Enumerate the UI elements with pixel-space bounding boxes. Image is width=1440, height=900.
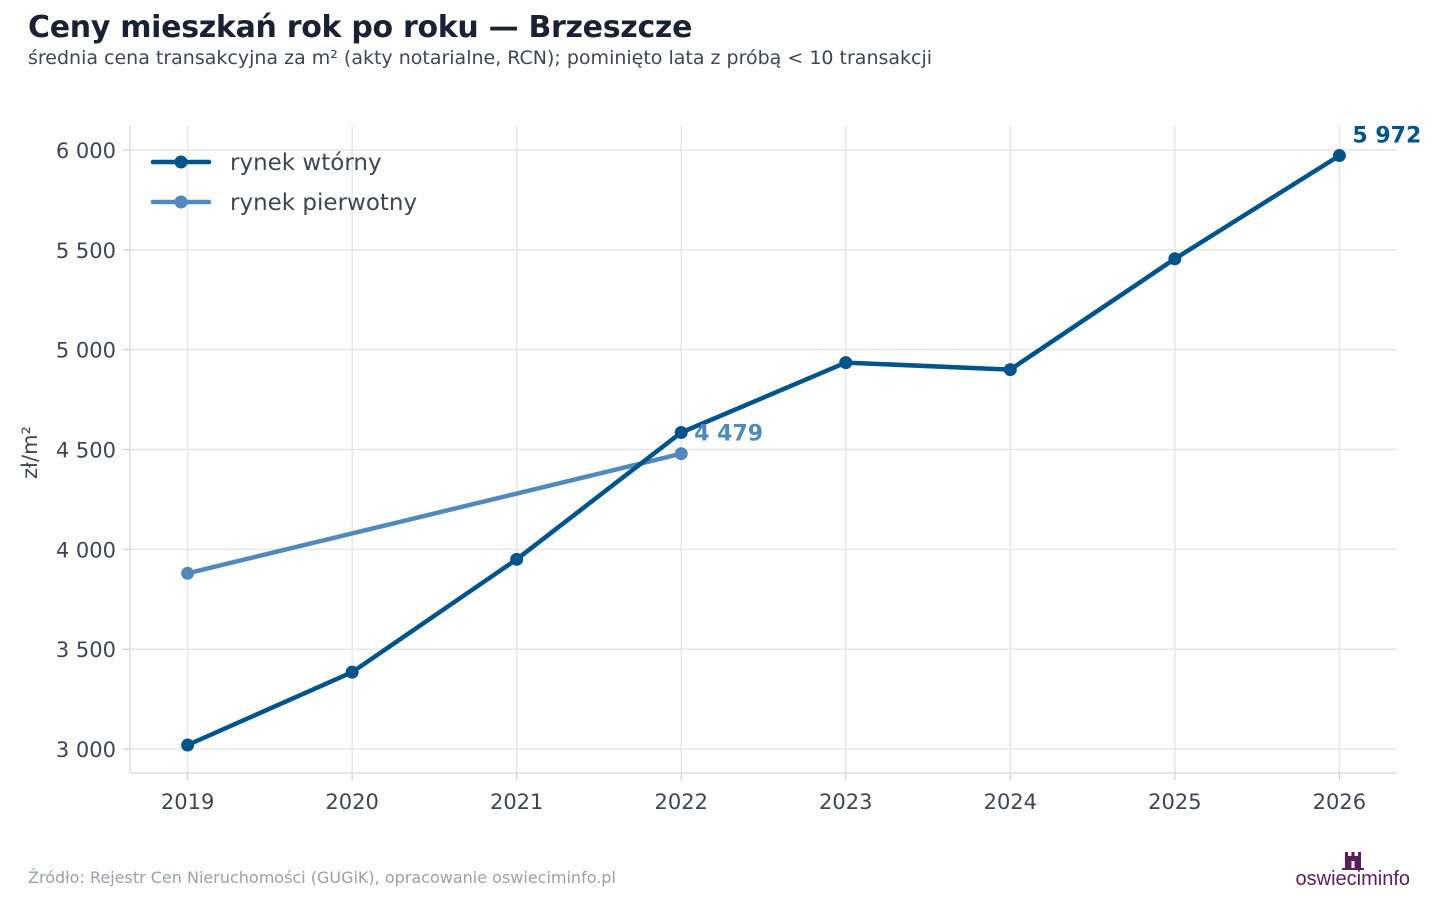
x-tick-label: 2024 bbox=[984, 790, 1037, 814]
legend-label: rynek pierwotny bbox=[230, 190, 417, 216]
x-tick-label: 2019 bbox=[161, 790, 214, 814]
legend-label: rynek wtórny bbox=[230, 150, 382, 176]
y-tick-label: 3 500 bbox=[56, 638, 116, 662]
chart-title: Ceny mieszkań rok po roku — Brzeszcze bbox=[28, 10, 693, 45]
logo-text: oswiecim bbox=[1295, 868, 1378, 890]
legend-swatch-marker bbox=[174, 155, 188, 169]
grid-lines bbox=[130, 126, 1397, 773]
data-point bbox=[1003, 363, 1017, 377]
x-tick-label: 2026 bbox=[1313, 790, 1366, 814]
brand-logo: oswieciminfo bbox=[1295, 850, 1410, 891]
data-point bbox=[674, 426, 688, 440]
data-point bbox=[839, 356, 853, 370]
data-point bbox=[181, 566, 195, 580]
data-point bbox=[510, 552, 524, 566]
series-line bbox=[185, 451, 684, 576]
series-lines bbox=[181, 149, 1346, 752]
data-point bbox=[345, 665, 359, 679]
source-note: Źródło: Rejestr Cen Nieruchomości (GUGiK… bbox=[28, 868, 616, 887]
y-tick-label: 5 000 bbox=[56, 339, 116, 363]
y-tick-label: 3 000 bbox=[56, 738, 116, 762]
chart-subtitle: średnia cena transakcyjna za m² (akty no… bbox=[28, 47, 933, 69]
y-tick-label: 4 500 bbox=[56, 439, 116, 463]
data-point bbox=[674, 447, 688, 461]
end-value-label: 5 972 bbox=[1352, 124, 1421, 149]
x-tick-label: 2025 bbox=[1148, 790, 1201, 814]
data-labels: 4 479 5 972 bbox=[694, 124, 1421, 447]
data-point bbox=[1168, 252, 1182, 266]
castle-icon bbox=[1341, 850, 1364, 876]
data-point bbox=[181, 738, 195, 752]
x-tick-label: 2023 bbox=[819, 790, 872, 814]
legend-swatch-marker bbox=[174, 195, 188, 209]
y-tick-label: 4 000 bbox=[56, 538, 116, 562]
data-point bbox=[1332, 149, 1346, 163]
x-tick-label: 2020 bbox=[325, 790, 378, 814]
series-line bbox=[185, 153, 1342, 748]
y-axis-title: zł/m² bbox=[18, 426, 42, 479]
y-tick-label: 5 500 bbox=[56, 239, 116, 263]
axes: 3 000 3 500 4 000 4 500 5 000 5 500 6 000 2019 2… bbox=[18, 126, 1397, 814]
legend: rynek wtórny rynek pierwotny bbox=[150, 150, 417, 216]
logo-suffix: info bbox=[1377, 868, 1410, 890]
x-tick-label: 2022 bbox=[655, 790, 708, 814]
end-value-label: 4 479 bbox=[694, 422, 763, 447]
y-tick-label: 6 000 bbox=[56, 139, 116, 163]
x-tick-label: 2021 bbox=[490, 790, 543, 814]
